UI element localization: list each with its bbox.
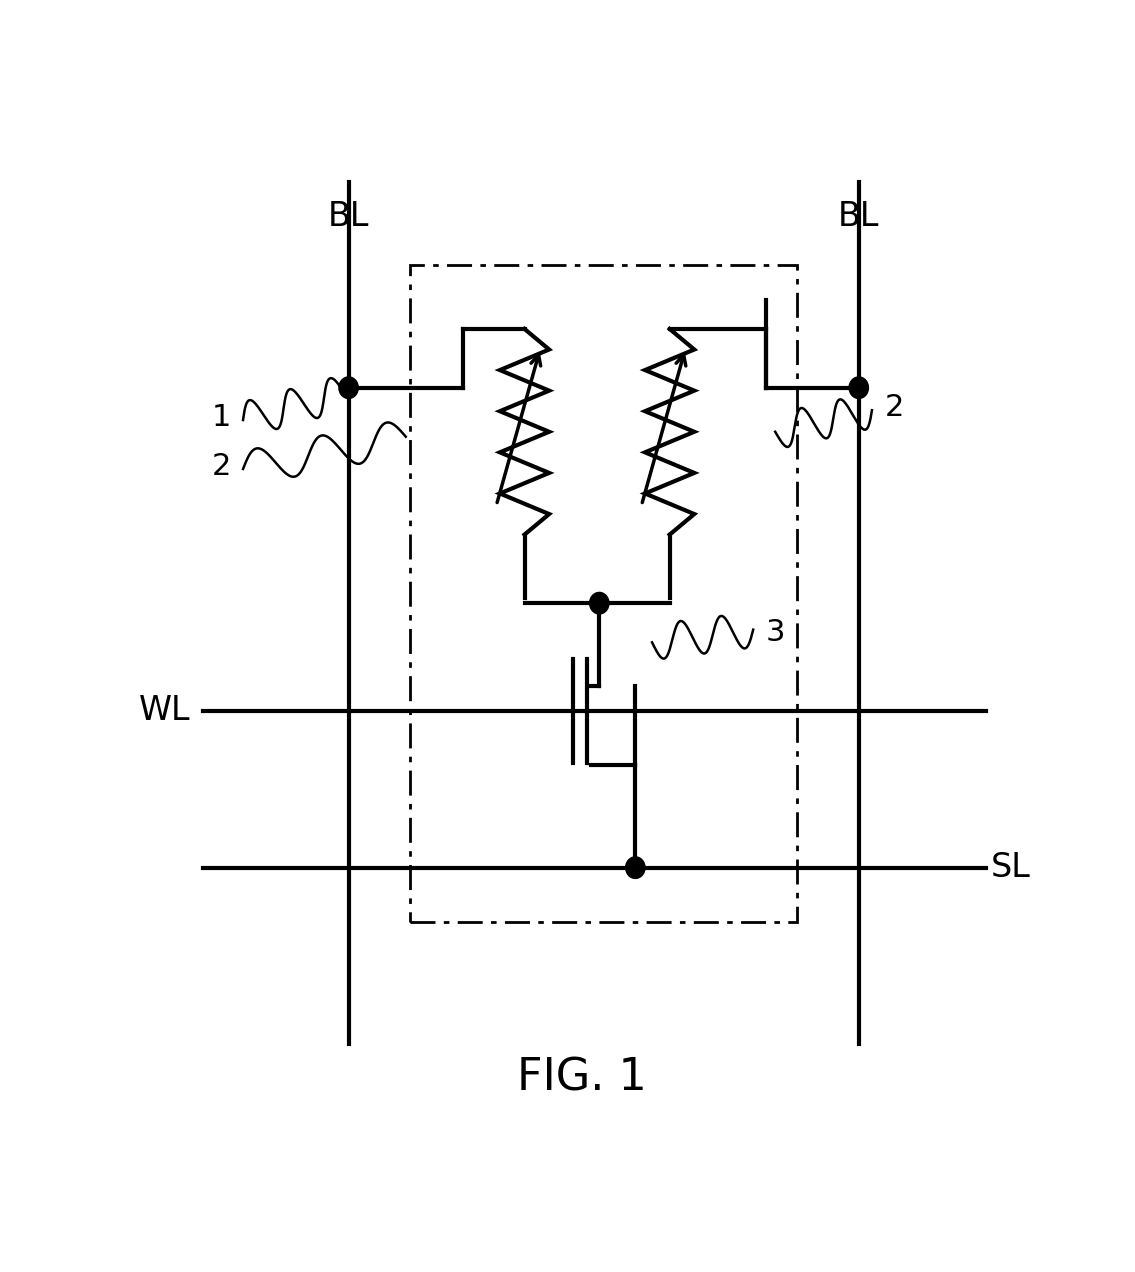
Text: BL: BL — [328, 200, 369, 233]
Text: BL: BL — [838, 200, 880, 233]
Text: 2: 2 — [884, 393, 903, 422]
Text: 2: 2 — [211, 452, 230, 481]
Circle shape — [849, 377, 868, 398]
Text: 3: 3 — [765, 618, 785, 647]
Circle shape — [625, 857, 645, 879]
Text: WL: WL — [138, 695, 191, 728]
Bar — [410, 266, 797, 921]
Text: 1: 1 — [211, 403, 230, 431]
Text: FIG. 1: FIG. 1 — [516, 1057, 647, 1100]
Text: SL: SL — [991, 851, 1031, 884]
Circle shape — [339, 377, 359, 398]
Circle shape — [589, 593, 609, 614]
